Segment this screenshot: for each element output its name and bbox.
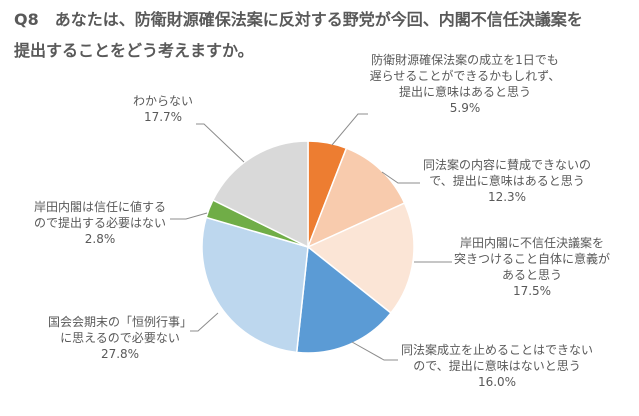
- chart-title-line-1: Q8 あなたは、防衛財源確保法案に反対する野党が今回、内閣不信任決議案を: [14, 10, 583, 29]
- slice-label: 同法案成立を止めることはできない: [401, 342, 593, 357]
- slice-label: 突きつけること自体に意義が: [454, 251, 610, 266]
- slice-label: 防衛財源確保法案の成立を1日でも: [371, 52, 559, 67]
- pie-slice: [211, 140, 309, 249]
- leader-line: [170, 212, 208, 220]
- leader-line: [196, 123, 245, 163]
- pie-slice: [201, 216, 309, 354]
- slice-label: に思えるので必要ない: [60, 331, 180, 345]
- pie-slice: [306, 202, 415, 315]
- leader-line: [381, 171, 420, 184]
- leader-line: [331, 113, 368, 146]
- slice-label: ので提出する必要はない: [34, 215, 166, 230]
- pie-slice: [295, 245, 392, 354]
- slice-value-label: 12.3%: [488, 190, 526, 204]
- slice-label: 国会会期末の「恒例行事」: [48, 315, 192, 329]
- slice-labels: 防衛財源確保法案の成立を1日でも遅らせることができるかもしれず、提出に意味はある…: [34, 52, 610, 389]
- slice-value-label: 27.8%: [101, 347, 139, 361]
- leader-lines: [170, 113, 452, 361]
- slice-label: で、提出に意味はあると思う: [429, 173, 585, 188]
- chart-title-line-2: 提出することをどう考えますか。: [14, 41, 254, 60]
- slice-value-label: 16.0%: [478, 375, 516, 389]
- slice-value-label: 5.9%: [450, 101, 481, 115]
- pie-slices: [201, 140, 415, 354]
- pie-slice: [306, 147, 406, 249]
- slice-label: あると思う: [502, 268, 562, 282]
- slice-label: 同法案の内容に賛成できないの: [423, 157, 591, 172]
- leader-line: [190, 312, 219, 332]
- slice-label: わからない: [133, 94, 193, 108]
- slice-value-label: 17.7%: [144, 110, 182, 124]
- slice-value-label: 17.5%: [513, 284, 551, 298]
- slice-label: 提出に意味はあると思う: [399, 84, 531, 99]
- slice-label: ので、提出に意味はないと思う: [413, 358, 581, 373]
- leader-line: [351, 341, 398, 361]
- slice-value-label: 2.8%: [85, 232, 116, 246]
- slice-label: 岸田内閣は信任に値する: [34, 199, 166, 214]
- slice-label: 遅らせることができるかもしれず、: [370, 68, 561, 83]
- slice-label: 岸田内閣に不信任決議案を: [460, 235, 604, 250]
